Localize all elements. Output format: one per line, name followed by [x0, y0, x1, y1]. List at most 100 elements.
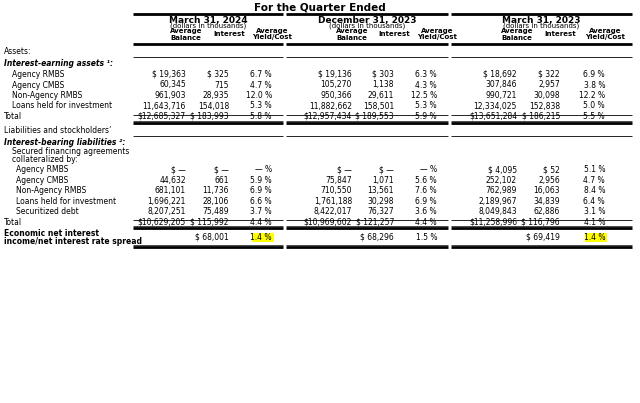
Text: 8,207,251: 8,207,251 [148, 207, 186, 216]
Text: $12,685,327: $12,685,327 [138, 112, 186, 121]
Text: 30,098: 30,098 [533, 91, 560, 100]
Text: $ 68,001: $ 68,001 [195, 233, 229, 242]
Text: 4.7 %: 4.7 % [584, 176, 605, 185]
Text: 4.7 %: 4.7 % [250, 81, 272, 89]
Text: December 31, 2023: December 31, 2023 [317, 15, 416, 25]
Text: 307,846: 307,846 [486, 81, 517, 89]
Text: 13,561: 13,561 [367, 186, 394, 195]
Text: $ —: $ — [171, 165, 186, 174]
Text: 44,632: 44,632 [159, 176, 186, 185]
Text: Average
Yield/Cost: Average Yield/Cost [417, 27, 457, 40]
Text: Economic net interest: Economic net interest [4, 229, 99, 238]
Text: 3.6 %: 3.6 % [415, 207, 437, 216]
Text: $ 69,419: $ 69,419 [526, 233, 560, 242]
Text: Average
Yield/Cost: Average Yield/Cost [252, 27, 292, 40]
Bar [252, 233, 274, 242]
Text: Average
Balance: Average Balance [170, 27, 202, 40]
Text: $ 322: $ 322 [538, 70, 560, 79]
Text: 105,270: 105,270 [321, 81, 352, 89]
Text: 661: 661 [214, 176, 229, 185]
Text: 3.7 %: 3.7 % [250, 207, 272, 216]
Text: March 31, 2024: March 31, 2024 [169, 15, 247, 25]
Text: 6.9 %: 6.9 % [250, 186, 272, 195]
Text: 11,643,716: 11,643,716 [143, 102, 186, 110]
Text: 1,138: 1,138 [372, 81, 394, 89]
Text: 5.0 %: 5.0 % [584, 102, 605, 110]
Text: $13,651,284: $13,651,284 [469, 112, 517, 121]
Text: Non-Agency RMBS: Non-Agency RMBS [16, 186, 86, 195]
Text: $ 4,095: $ 4,095 [488, 165, 517, 174]
Text: 6.4 %: 6.4 % [584, 197, 605, 206]
Text: 950,366: 950,366 [321, 91, 352, 100]
Text: 12.0 %: 12.0 % [246, 91, 272, 100]
Text: 4.4 %: 4.4 % [415, 218, 437, 227]
Text: 28,935: 28,935 [202, 91, 229, 100]
Text: collateralized by:: collateralized by: [12, 155, 77, 164]
Text: 6.6 %: 6.6 % [250, 197, 272, 206]
Text: Loans held for investment: Loans held for investment [12, 102, 112, 110]
Text: — %: — % [420, 165, 437, 174]
Text: 62,886: 62,886 [534, 207, 560, 216]
Text: 5.5 %: 5.5 % [584, 112, 605, 121]
Text: 710,550: 710,550 [321, 186, 352, 195]
Text: $ —: $ — [379, 165, 394, 174]
Text: 681,101: 681,101 [155, 186, 186, 195]
Text: Agency CMBS: Agency CMBS [16, 176, 68, 185]
Text: $12,957,434: $12,957,434 [303, 112, 352, 121]
Text: 5.9 %: 5.9 % [250, 176, 272, 185]
Text: Interest: Interest [213, 31, 245, 37]
Text: $ 121,257: $ 121,257 [356, 218, 394, 227]
Text: $ 68,296: $ 68,296 [360, 233, 394, 242]
Text: 961,903: 961,903 [154, 91, 186, 100]
Text: — %: — % [255, 165, 272, 174]
Text: 4.3 %: 4.3 % [415, 81, 437, 89]
Text: Loans held for investment: Loans held for investment [16, 197, 116, 206]
Text: 4.1 %: 4.1 % [584, 218, 605, 227]
Text: 762,989: 762,989 [486, 186, 517, 195]
Text: $ 52: $ 52 [543, 165, 560, 174]
Text: 75,489: 75,489 [202, 207, 229, 216]
Text: 5.3 %: 5.3 % [415, 102, 437, 110]
Text: $ 115,992: $ 115,992 [191, 218, 229, 227]
Text: 8,422,017: 8,422,017 [314, 207, 352, 216]
Text: Average
Balance: Average Balance [336, 27, 368, 40]
Text: $ —: $ — [337, 165, 352, 174]
Text: 5.6 %: 5.6 % [415, 176, 437, 185]
Text: 2,957: 2,957 [538, 81, 560, 89]
Bar [585, 233, 607, 242]
Text: 12,334,025: 12,334,025 [474, 102, 517, 110]
Text: 7.6 %: 7.6 % [415, 186, 437, 195]
Text: 1.4 %: 1.4 % [250, 233, 272, 242]
Text: 154,018: 154,018 [198, 102, 229, 110]
Text: March 31, 2023: March 31, 2023 [502, 15, 580, 25]
Text: 12.5 %: 12.5 % [411, 91, 437, 100]
Text: $ 186,215: $ 186,215 [522, 112, 560, 121]
Text: 11,882,662: 11,882,662 [309, 102, 352, 110]
Text: Total: Total [4, 112, 22, 121]
Text: Securitized debt: Securitized debt [16, 207, 79, 216]
Text: 12.2 %: 12.2 % [579, 91, 605, 100]
Text: 8.4 %: 8.4 % [584, 186, 605, 195]
Text: Agency RMBS: Agency RMBS [12, 70, 65, 79]
Text: 2,189,967: 2,189,967 [479, 197, 517, 206]
Text: Average
Balance: Average Balance [500, 27, 533, 40]
Text: Liabilities and stockholders’: Liabilities and stockholders’ [4, 126, 111, 135]
Text: 158,501: 158,501 [363, 102, 394, 110]
Text: 3.1 %: 3.1 % [584, 207, 605, 216]
Text: 8,049,843: 8,049,843 [478, 207, 517, 216]
Text: $ 189,553: $ 189,553 [355, 112, 394, 121]
Text: Assets:: Assets: [4, 48, 31, 56]
Text: Interest-earning assets ¹:: Interest-earning assets ¹: [4, 60, 113, 69]
Text: 252,102: 252,102 [486, 176, 517, 185]
Text: $ 303: $ 303 [372, 70, 394, 79]
Text: Interest-bearing liabilities ²:: Interest-bearing liabilities ²: [4, 138, 125, 147]
Text: Agency RMBS: Agency RMBS [16, 165, 68, 174]
Text: $ 18,692: $ 18,692 [483, 70, 517, 79]
Text: (dollars in thousands): (dollars in thousands) [504, 23, 580, 29]
Text: 715: 715 [214, 81, 229, 89]
Text: $ 116,796: $ 116,796 [522, 218, 560, 227]
Text: Secured financing agreements: Secured financing agreements [12, 147, 129, 156]
Text: 5.8 %: 5.8 % [250, 112, 272, 121]
Text: $ 19,136: $ 19,136 [318, 70, 352, 79]
Text: Agency CMBS: Agency CMBS [12, 81, 64, 89]
